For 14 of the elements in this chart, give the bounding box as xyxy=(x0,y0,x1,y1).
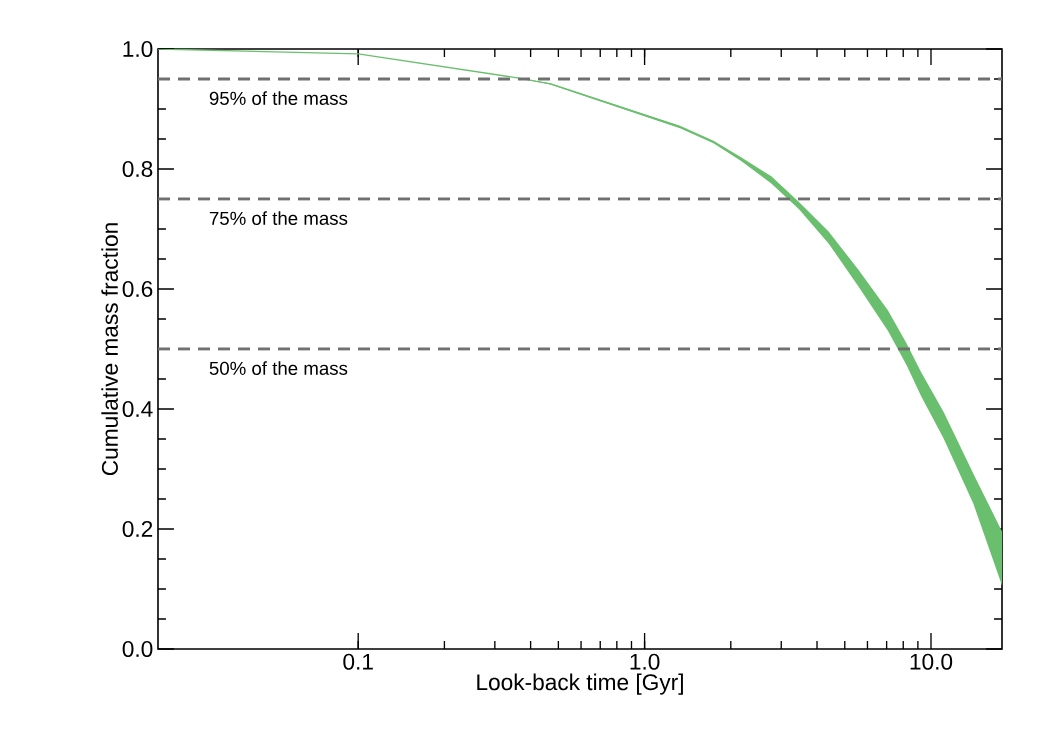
x-axis-title: Look-back time [Gyr] xyxy=(477,673,683,695)
x-tick-label: 10.0 xyxy=(910,653,953,670)
y-tick-label: 0.8 xyxy=(122,160,153,178)
y-tick-label: 0.2 xyxy=(122,520,153,538)
ref-line-label: 50% of the mass xyxy=(209,361,348,375)
y-tick-label: 0.0 xyxy=(122,640,153,658)
ref-line-label: 75% of the mass xyxy=(209,211,348,225)
x-tick-label: 0.1 xyxy=(343,653,373,670)
y-axis-title: Cumulative mass fraction xyxy=(101,223,118,476)
y-tick-label: 0.6 xyxy=(122,280,153,298)
ref-line-label: 95% of the mass xyxy=(209,91,348,105)
y-tick-label: 0.4 xyxy=(122,400,153,418)
x-tick-label: 1.0 xyxy=(630,653,660,670)
y-tick-label: 1.0 xyxy=(123,40,153,58)
